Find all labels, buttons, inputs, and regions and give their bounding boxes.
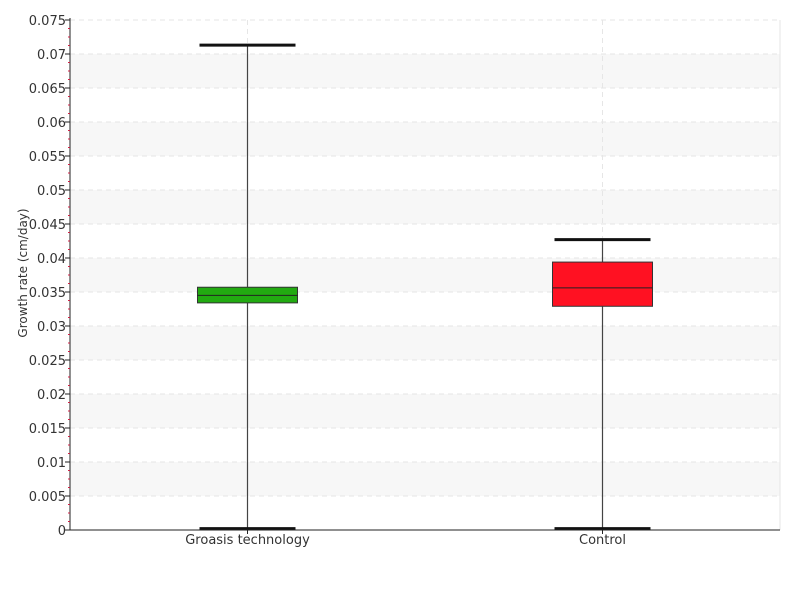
grid-band — [70, 54, 780, 88]
boxes — [197, 43, 653, 531]
y-axis-title: Growth rate (cm/day) — [16, 208, 30, 337]
y-tick-label: 0.015 — [29, 422, 66, 437]
y-tick-label: 0.055 — [29, 150, 66, 165]
y-tick-label: 0.07 — [37, 48, 66, 63]
y-tick-label: 0.045 — [29, 218, 66, 233]
y-tick-label: 0.035 — [29, 286, 66, 301]
grid-band — [70, 190, 780, 224]
background-bands — [70, 54, 780, 496]
grid-band — [70, 122, 780, 156]
y-tick-label: 0.01 — [37, 456, 66, 471]
grid-band — [70, 326, 780, 360]
x-tick-label: Control — [579, 533, 626, 548]
y-axis-ticks: 0 0.005 0.01 0.015 0.02 0.025 0.03 0.035 0.04 0.0… — [29, 14, 70, 539]
box-1 — [552, 238, 653, 531]
y-tick-label: 0.06 — [37, 116, 66, 131]
grid-band — [70, 394, 780, 428]
y-tick-label: 0.04 — [37, 252, 66, 267]
box-iqr — [552, 261, 653, 307]
box-0 — [197, 43, 298, 531]
y-tick-label: 0.005 — [29, 490, 66, 505]
y-tick-label: 0.02 — [37, 388, 66, 403]
y-tick-label: 0.025 — [29, 354, 66, 369]
grid-band — [70, 462, 780, 496]
y-tick-label: 0.05 — [37, 184, 66, 199]
y-tick-label: 0.03 — [37, 320, 66, 335]
x-axis-ticks: Groasis technology Control — [185, 530, 626, 548]
x-tick-label: Groasis technology — [185, 533, 310, 548]
y-tick-label: 0.065 — [29, 82, 66, 97]
y-tick-label: 0.075 — [29, 14, 66, 29]
y-tick-label: 0 — [58, 524, 66, 539]
grid-band — [70, 258, 780, 292]
